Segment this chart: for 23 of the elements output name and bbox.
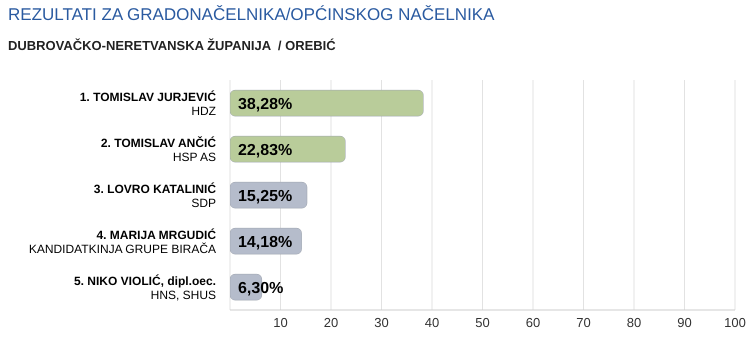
x-tick-label: 60	[526, 315, 540, 330]
x-tick-label: 100	[724, 315, 746, 330]
y-tick-label: 3. LOVRO KATALINIĆ SDP	[94, 182, 216, 210]
x-tick-label: 90	[677, 315, 692, 330]
chart-subtitle: DUBROVAČKO-NERETVANSKA ŽUPANIJA / OREBIĆ	[8, 38, 336, 53]
y-tick-label: 2. TOMISLAV ANČIĆ HSP AS	[100, 136, 216, 164]
x-tick-label: 80	[626, 315, 642, 330]
y-tick-label: 1. TOMISLAV JURJEVIĆ HDZ	[80, 90, 216, 118]
data-label: 22,83%	[238, 142, 292, 159]
chart-title: REZULTATI ZA GRADONAČELNIKA/OPĆINSKOG NAČELNIKA	[8, 5, 494, 25]
x-tick-label: 70	[576, 315, 591, 330]
y-tick-label: 4. MARIJA MRGUDIĆ KANDIDATKINJA GRUPE BIRAČA	[28, 228, 216, 256]
data-label: 38,28%	[238, 96, 292, 113]
x-tick-label: 40	[424, 315, 440, 330]
data-label: 14,18%	[238, 234, 292, 251]
x-tick-label: 20	[324, 315, 338, 330]
bar	[230, 90, 424, 116]
data-label: 6,30%	[238, 280, 284, 297]
y-tick-label: 5. NIKO VIOLIĆ, dipl.oec. HNS, SHUS	[74, 274, 216, 302]
x-tick-label: 50	[475, 315, 490, 330]
x-tick-label: 30	[374, 315, 389, 330]
x-tick-label: 10	[273, 315, 288, 330]
data-label: 15,25%	[238, 188, 292, 205]
